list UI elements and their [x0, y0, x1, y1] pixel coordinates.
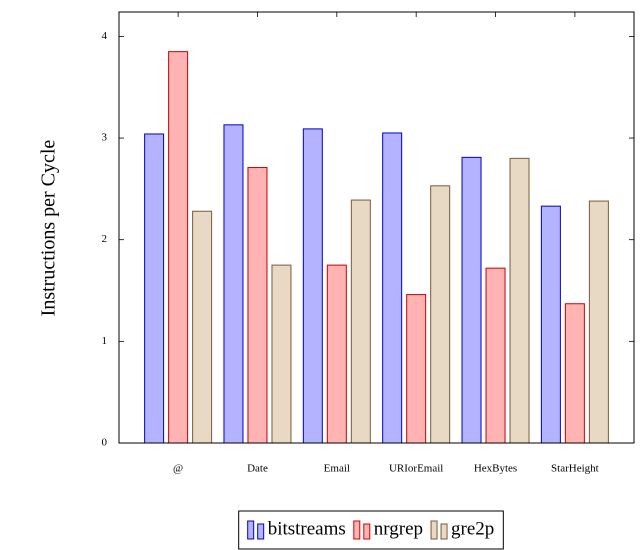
- bar: [564, 303, 585, 444]
- legend-swatch: [430, 520, 438, 540]
- bar: [223, 124, 244, 444]
- bar: [509, 157, 530, 444]
- bar: [430, 185, 451, 444]
- plot-frame: [118, 11, 635, 444]
- bar: [406, 294, 427, 444]
- bar: [461, 156, 482, 444]
- bar: [326, 264, 347, 444]
- x-tick-label: @: [173, 463, 183, 475]
- bar: [168, 51, 189, 444]
- legend-box: [238, 510, 504, 550]
- legend-swatch: [247, 520, 255, 540]
- bar: [302, 128, 323, 444]
- x-tick-label: Date: [247, 463, 268, 475]
- legend-swatch: [440, 523, 448, 540]
- bar: [192, 210, 213, 444]
- y-tick-label: 2: [102, 233, 108, 245]
- x-tick-label: HexBytes: [474, 463, 517, 475]
- legend-swatch: [257, 523, 265, 540]
- x-tick-label: Email: [324, 463, 350, 475]
- legend-label: nrgrep: [374, 518, 423, 539]
- x-tick-label: StarHeight: [551, 463, 599, 475]
- bar: [485, 267, 506, 444]
- legend-label: gre2p: [451, 518, 494, 539]
- y-tick-label: 0: [102, 437, 108, 449]
- legend: bitstreams nrgrep gre2p: [238, 510, 504, 550]
- bar: [540, 205, 561, 444]
- bar: [382, 132, 403, 444]
- y-tick-label: 1: [102, 335, 108, 347]
- x-tick-label: URIorEmail: [389, 463, 443, 475]
- legend-swatch: [353, 520, 361, 540]
- bar: [271, 264, 292, 444]
- bar: [350, 199, 371, 444]
- bar: [247, 167, 268, 444]
- legend-swatch: [363, 523, 371, 540]
- bar: [588, 200, 609, 444]
- y-tick-label: 4: [102, 30, 108, 42]
- y-axis-label: Instructions per Cycle: [38, 140, 60, 317]
- legend-label: bitstreams: [268, 518, 346, 539]
- y-tick-label: 3: [102, 132, 108, 144]
- bar: [144, 133, 165, 444]
